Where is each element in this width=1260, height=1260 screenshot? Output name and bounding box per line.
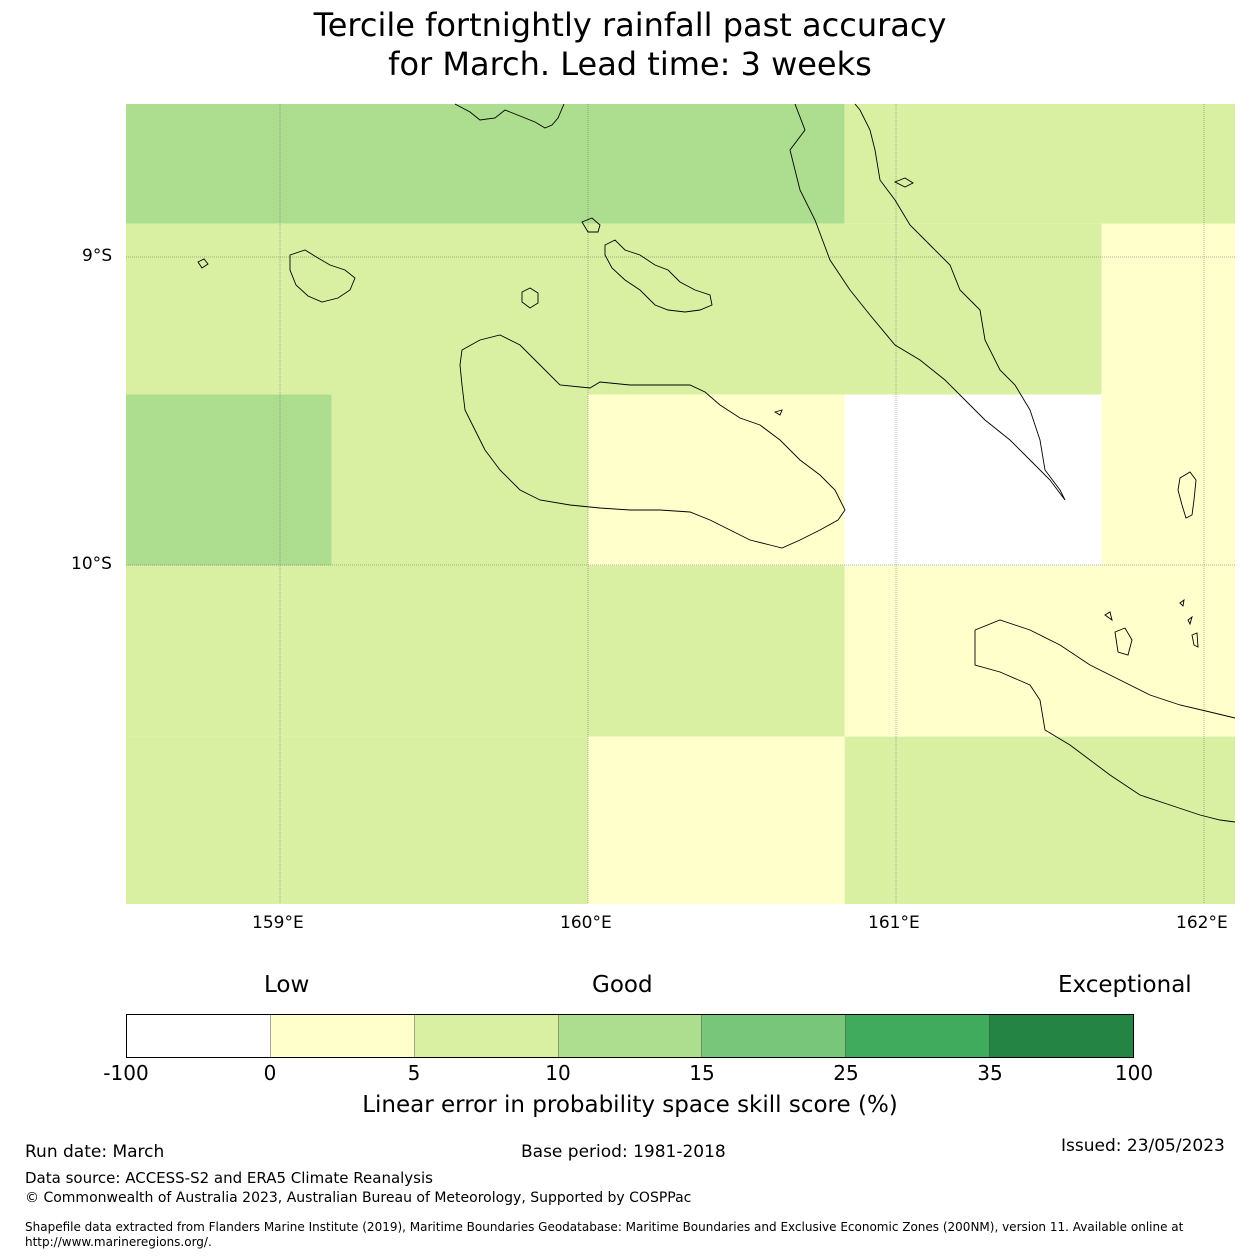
colorbar-tick: 10 (545, 1061, 571, 1085)
graticule (126, 104, 1235, 904)
lat-label-10s: 10°S (71, 554, 112, 574)
grid-cell-3 (1101, 223, 1235, 566)
coastlines (197, 103, 1236, 823)
colorbar-tick: 5 (407, 1061, 421, 1085)
coastline-savo (521, 287, 539, 309)
colorbar-tick: 35 (977, 1061, 1003, 1085)
colorbar-segment-1 (127, 1015, 271, 1057)
skill-score-map (126, 103, 1236, 904)
colorbar-segment-2 (270, 1015, 415, 1057)
grid-cell-5 (331, 394, 589, 566)
colorbar-tick: 25 (833, 1061, 859, 1085)
colorbar-segment-6 (846, 1015, 991, 1057)
coastline-santa-isabel (789, 103, 1066, 501)
grid-cell-1 (844, 104, 1235, 224)
map-title-line-2: for March. Lead time: 3 weeks (388, 45, 872, 83)
colorbar-tick: 0 (263, 1061, 277, 1085)
coastline-russell-islands (289, 249, 356, 303)
colorbar-tick: 15 (689, 1061, 715, 1085)
lon-label-161e: 161°E (868, 913, 920, 933)
colorbar-segment-4 (558, 1015, 703, 1057)
coastline-small-islets (773, 177, 914, 416)
shapefile-credit: Shapefile data extracted from Flanders M… (25, 1220, 1184, 1249)
grid-cells (126, 104, 1235, 904)
colorbar (126, 1014, 1134, 1058)
coastline-ulawa (1177, 471, 1197, 519)
colorbar-segment-5 (702, 1015, 847, 1057)
grid-cell-8 (126, 565, 845, 737)
coastline-isabel-north (454, 103, 565, 129)
lon-label-160e: 160°E (560, 913, 612, 933)
legend-category-exceptional: Exceptional (1058, 972, 1192, 998)
grid-cell-11 (588, 736, 845, 904)
lon-label-162e: 162°E (1176, 913, 1228, 933)
legend-category-low: Low (264, 972, 310, 998)
grid-cell-0 (126, 104, 845, 224)
coastline-small-east-islands (1104, 598, 1199, 656)
legend-category-good: Good (592, 972, 653, 998)
colorbar-segment-3 (414, 1015, 559, 1057)
colorbar-tick: 100 (1114, 1061, 1154, 1085)
issued-date: Issued: 23/05/2023 (1061, 1136, 1225, 1156)
colorbar-tick: -100 (103, 1061, 149, 1085)
run-date: Run date: March (25, 1142, 165, 1162)
grid-cell-9 (844, 565, 1235, 737)
colorbar-title: Linear error in probability space skill … (362, 1092, 898, 1118)
grid-cell-12 (844, 736, 1235, 904)
lat-label-9s: 9°S (82, 246, 113, 266)
grid-cell-6 (588, 394, 845, 566)
grid-cell-4 (126, 394, 332, 566)
coastline-small-west (197, 258, 209, 269)
coastline-nggela-west (604, 239, 713, 313)
coastline-makira (974, 619, 1236, 823)
coastline-guadalcanal (459, 334, 846, 549)
grid-cell-7 (844, 394, 1102, 566)
grid-cell-2 (126, 223, 1102, 395)
coastline-nggela-east (581, 217, 601, 233)
map-title-line-1: Tercile fortnightly rainfall past accura… (313, 6, 947, 44)
base-period: Base period: 1981-2018 (521, 1142, 726, 1162)
lon-label-159e: 159°E (252, 913, 304, 933)
data-source: Data source: ACCESS-S2 and ERA5 Climate … (25, 1169, 433, 1187)
copyright: © Commonwealth of Australia 2023, Austra… (25, 1190, 692, 1206)
grid-cell-10 (126, 736, 589, 904)
colorbar-segment-7 (990, 1015, 1134, 1057)
